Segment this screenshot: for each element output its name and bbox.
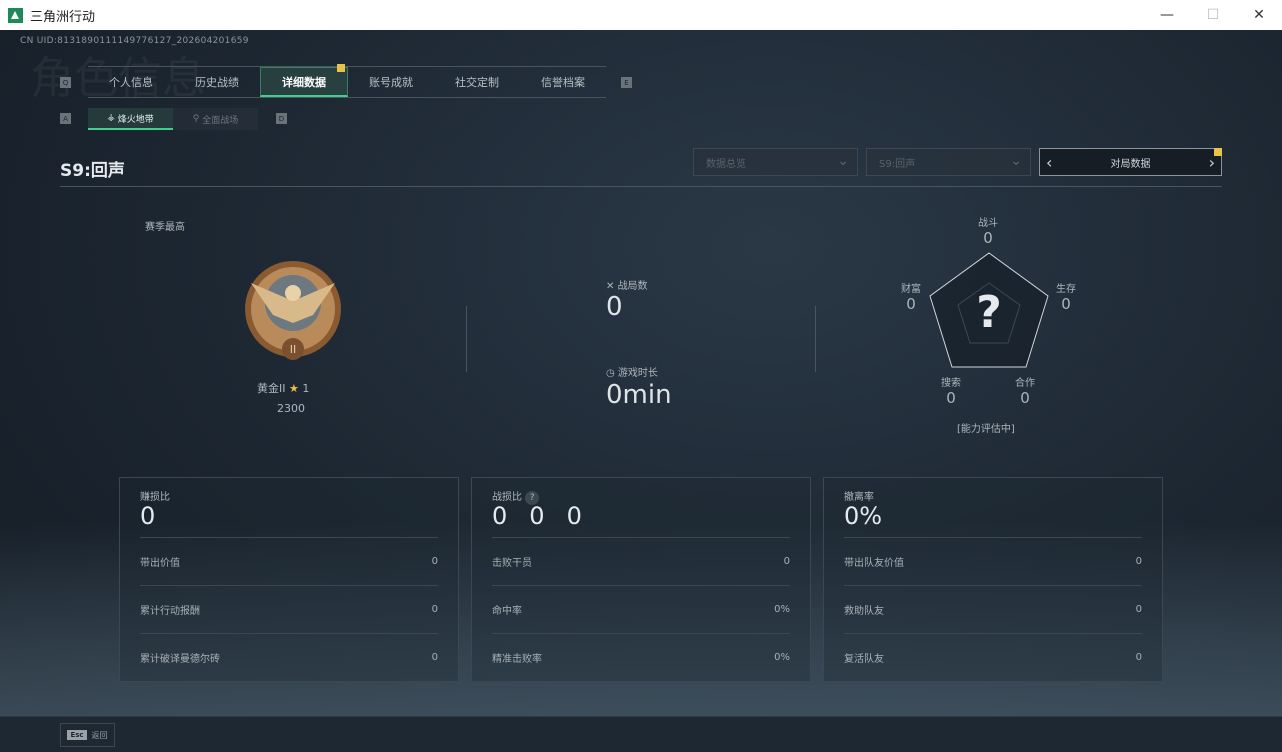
chevron-down-icon: ⌄ (1010, 153, 1022, 169)
ability-radar-chart: ? (929, 252, 1049, 368)
extraction-panel: 撤离率 0% 带出队友价值 0 救助队友 0 复活队友 0 (823, 477, 1163, 682)
playtime-label: ◷ 游戏时长 (606, 368, 658, 379)
rank-score: 2300 (277, 402, 305, 415)
tab-1[interactable]: 历史战绩 (195, 76, 239, 89)
background-fog (0, 522, 1282, 722)
tab-2[interactable]: 详细数据 (260, 64, 348, 97)
crossed-swords-icon: ✕ (606, 281, 618, 292)
next-subtab-key[interactable]: D (276, 113, 287, 124)
notification-badge (1214, 148, 1222, 156)
tab-0[interactable]: 个人信息 (109, 76, 153, 89)
chevron-left-icon[interactable]: ‹ (1046, 152, 1053, 172)
season-best-label: 赛季最高 (145, 222, 185, 233)
kd-title: 战损比 ? (492, 488, 540, 505)
radar-axis-combat: 战斗 0 (978, 218, 998, 247)
radar-center-mark: ? (976, 287, 1002, 338)
svg-text:II: II (290, 343, 297, 356)
stat-row: 命中率 0% (492, 585, 790, 633)
notification-badge (337, 64, 345, 72)
stat-row: 累计破译曼德尔砖 0 (140, 633, 438, 681)
profit-panel: 赚损比 0 带出价值 0 累计行动报酬 0 累计破译曼德尔砖 0 (119, 477, 459, 682)
radar-axis-teamwork: 合作 0 (1015, 378, 1035, 407)
radar-axis-search: 搜索 0 (941, 378, 961, 407)
stat-row: 击败干员 0 (492, 537, 790, 585)
stat-row: 复活队友 0 (844, 633, 1142, 681)
chevron-down-icon: ⌄ (837, 153, 849, 169)
tab-3[interactable]: 账号成就 (369, 76, 413, 89)
prev-tab-key[interactable]: Q (60, 77, 71, 88)
divider (466, 306, 467, 372)
chevron-right-icon[interactable]: › (1208, 152, 1215, 172)
back-button[interactable]: Esc 返回 (60, 723, 115, 747)
battle-icon: ⚲ (192, 114, 203, 124)
divider (815, 306, 816, 372)
radar-status: [能力评估中] (957, 424, 1015, 435)
matches-label: ✕ 战局数 (606, 281, 648, 292)
window-title: 三角洲行动 (30, 9, 96, 25)
mode-selector[interactable]: ‹ 对局数据 › (1039, 148, 1222, 176)
rank-tier: 黄金II ★ 1 (257, 382, 310, 395)
close-button[interactable]: ✕ (1253, 7, 1265, 23)
prev-subtab-key[interactable]: A (60, 113, 71, 124)
stat-row: 带出队友价值 0 (844, 537, 1142, 585)
playtime-value: 0min (606, 380, 672, 410)
divider (60, 186, 1222, 187)
app-logo-icon (8, 7, 23, 23)
uid-text: CN UID:8131890111149776127_202604201659 (20, 36, 249, 46)
star-icon: ★ (289, 382, 299, 395)
stat-row: 精准击败率 0% (492, 633, 790, 681)
next-tab-key[interactable]: E (621, 77, 632, 88)
title-bar: 三角洲行动 — ☐ ✕ (0, 0, 1282, 30)
footer-bar: Esc 返回 (0, 716, 1282, 752)
page-watermark: 角色信息 (30, 53, 206, 104)
overview-dropdown[interactable]: 数据总览 ⌄ (693, 148, 858, 176)
subtab-full-battlefield[interactable]: ⚲ 全面战场 (173, 108, 258, 130)
sub-tabs: ⚶ 烽火地带 ⚲ 全面战场 (88, 108, 258, 130)
season-dropdown[interactable]: S9:回声 ⌄ (866, 148, 1031, 176)
subtab-fire-zone[interactable]: ⚶ 烽火地带 (88, 108, 173, 130)
app-content: 角色信息 CN UID:8131890111149776127_20260420… (0, 30, 1282, 752)
matches-value: 0 (606, 292, 623, 322)
minimize-button[interactable]: — (1160, 7, 1174, 23)
radar-axis-survival: 生存 0 (1056, 284, 1076, 313)
rank-medal-icon: II (245, 261, 341, 360)
flame-icon: ⚶ (107, 113, 118, 123)
stat-row: 累计行动报酬 0 (140, 585, 438, 633)
clock-icon: ◷ (606, 368, 618, 379)
tab-5[interactable]: 信誉档案 (541, 76, 585, 89)
help-icon[interactable]: ? (525, 491, 540, 505)
radar-axis-wealth: 财富 0 (901, 284, 921, 313)
season-title: S9:回声 (60, 161, 125, 181)
tab-4[interactable]: 社交定制 (455, 76, 499, 89)
main-tabs: 个人信息 历史战绩 详细数据 账号成就 社交定制 信誉档案 (88, 64, 606, 98)
stat-row: 救助队友 0 (844, 585, 1142, 633)
stat-row: 带出价值 0 (140, 537, 438, 585)
maximize-button[interactable]: ☐ (1206, 7, 1220, 23)
